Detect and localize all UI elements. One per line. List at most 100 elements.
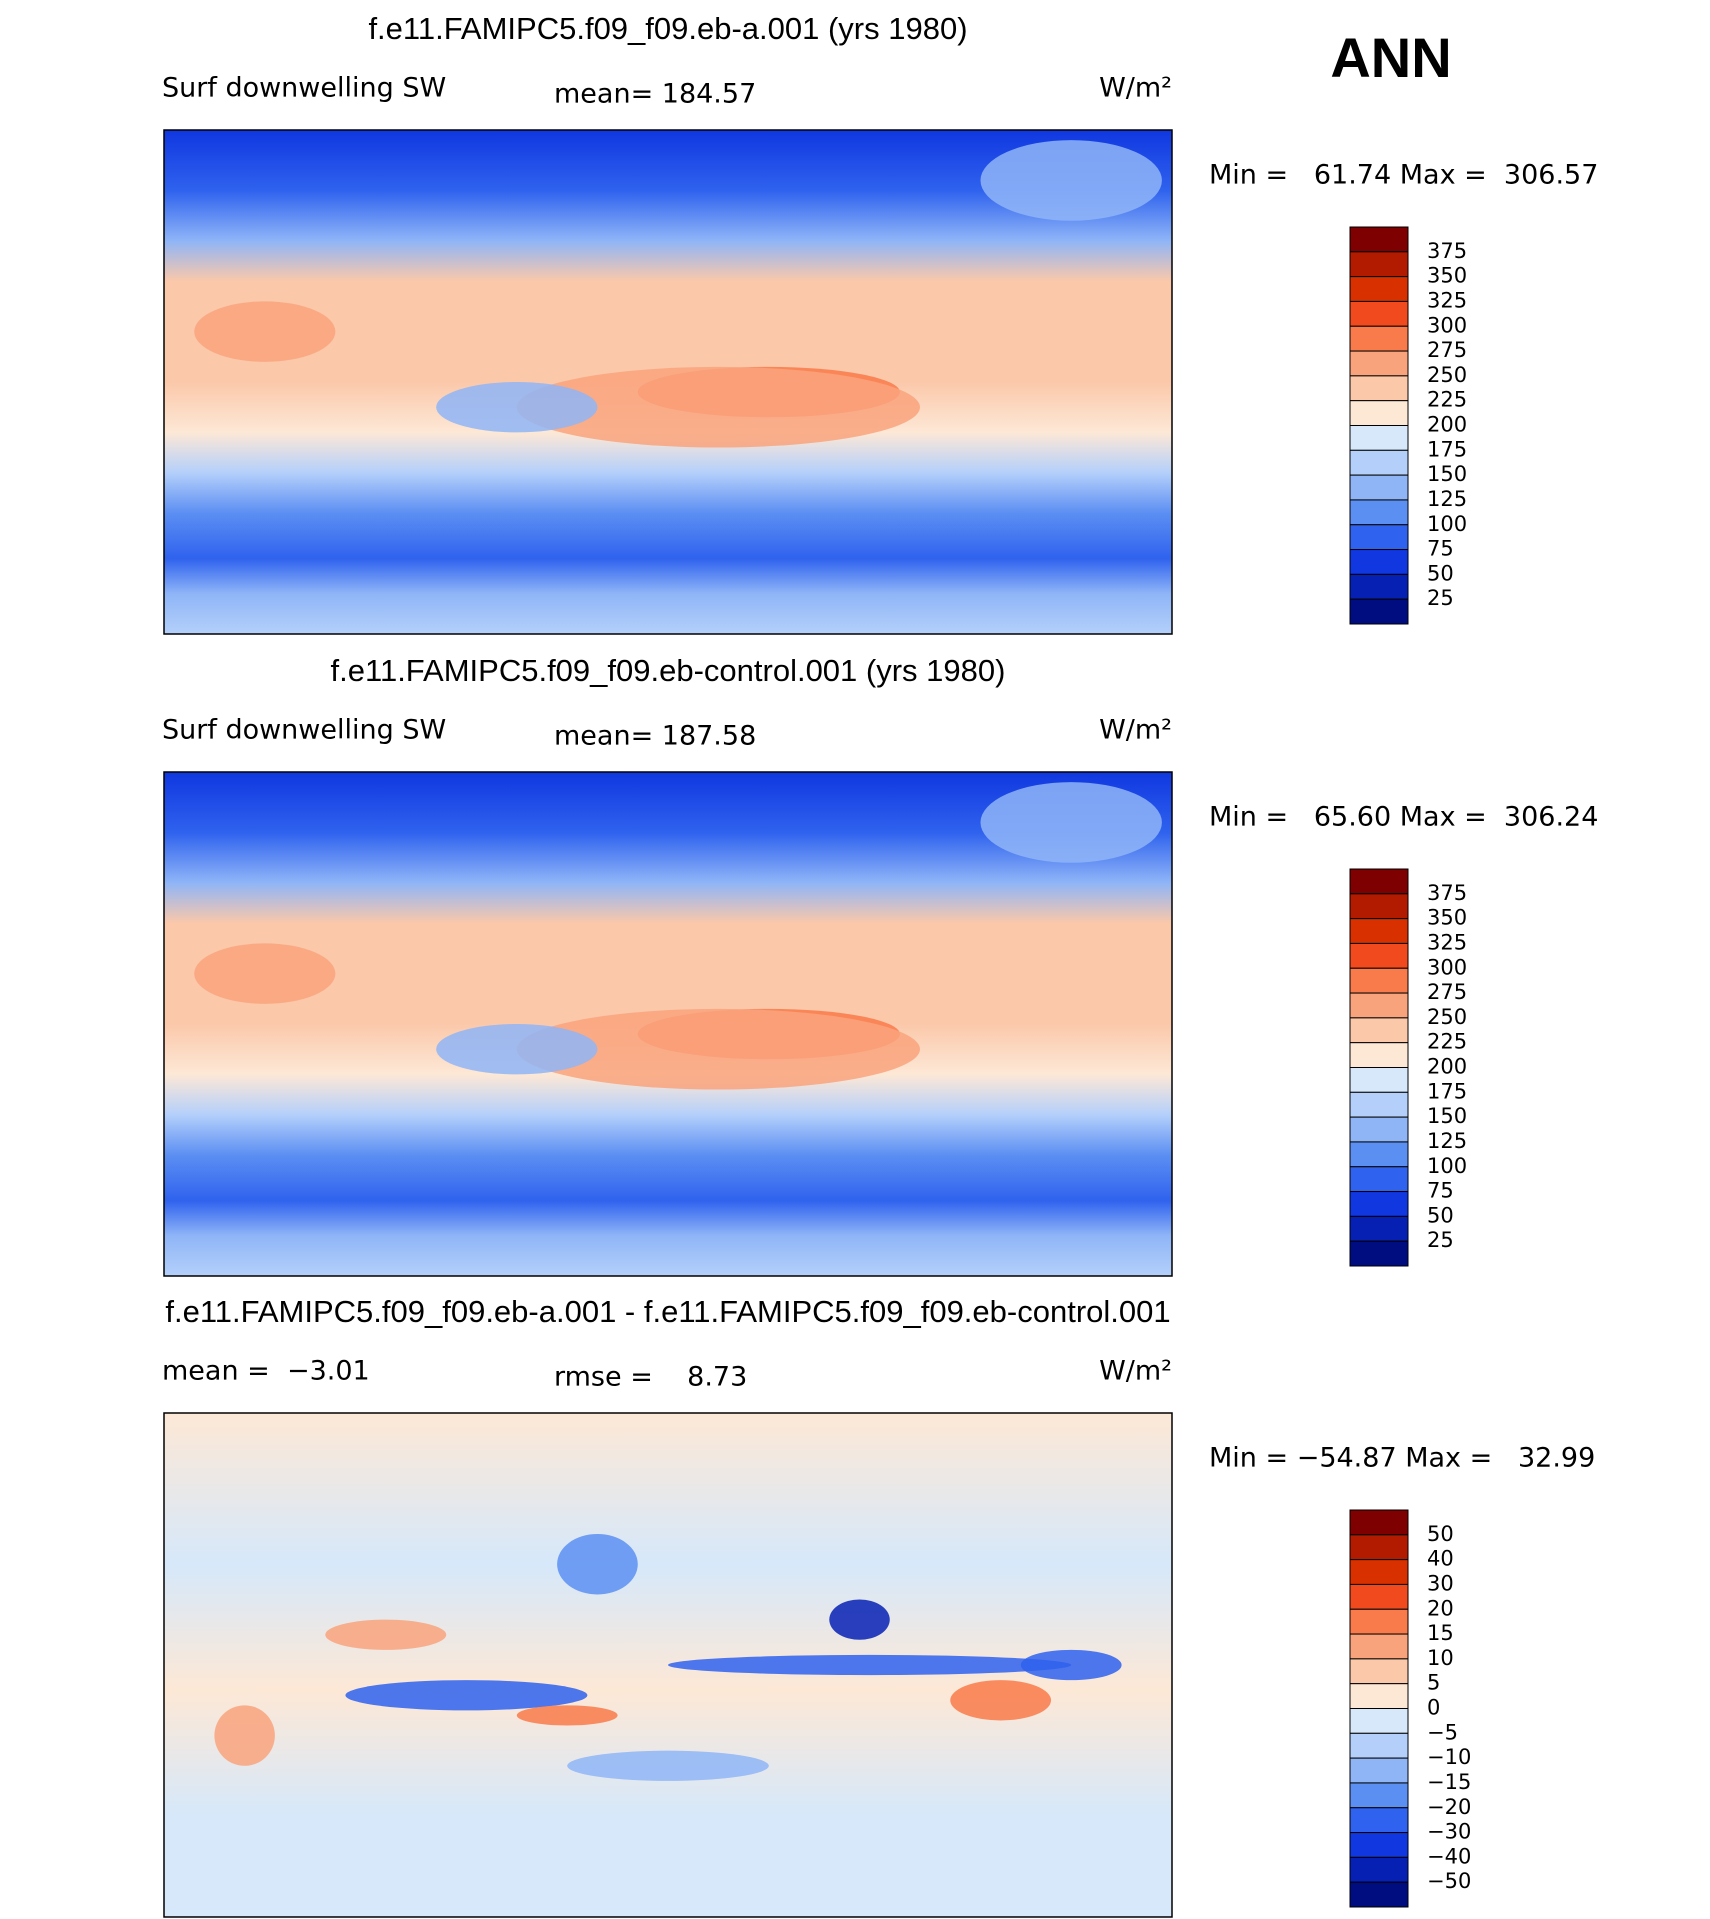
colorbar-box	[1349, 967, 1409, 994]
colorbar-label: 125	[1427, 487, 1467, 511]
colorbar-box	[1349, 276, 1409, 302]
map-blob	[980, 140, 1162, 221]
map-blob	[920, 938, 1021, 1009]
colorbar-box	[1349, 350, 1409, 377]
colorbar-box	[1349, 942, 1409, 969]
map-blob	[436, 382, 598, 433]
map-blob	[829, 1599, 890, 1640]
colorbar-label: 50	[1427, 1203, 1454, 1227]
colorbar-box	[1349, 1633, 1409, 1660]
season-label: ANN	[1330, 26, 1451, 89]
map-blob	[194, 943, 336, 1004]
colorbar-label: 375	[1427, 881, 1467, 905]
colorbar-box	[1349, 1067, 1409, 1093]
min-max-label: Min = 61.74 Max = 306.57	[1209, 160, 1598, 191]
colorbar-label: 300	[1427, 313, 1467, 337]
colorbar-label: 75	[1427, 537, 1454, 561]
colorbar-label: 175	[1427, 437, 1467, 461]
colorbar-box	[1349, 1832, 1409, 1858]
map	[163, 771, 1173, 1277]
colorbar-box	[1349, 1559, 1409, 1585]
colorbar-label: 275	[1427, 338, 1467, 362]
map-blob	[567, 1750, 769, 1781]
colorbar-box	[1349, 425, 1409, 451]
colorbar-label: 40	[1427, 1547, 1454, 1571]
colorbar-box	[1349, 1881, 1409, 1908]
units-label: W/m²	[1099, 73, 1172, 104]
colorbar-box	[1349, 1191, 1409, 1217]
map-frame	[163, 771, 1173, 1277]
map-blob	[194, 301, 336, 362]
colorbar-label: 25	[1427, 1228, 1454, 1252]
colorbar-box	[1349, 449, 1409, 476]
map-frame	[163, 129, 1173, 635]
colorbar-label: −50	[1427, 1869, 1471, 1893]
colorbar-label: 250	[1427, 363, 1467, 387]
colorbar-box	[1349, 1807, 1409, 1834]
colorbar-label: 125	[1427, 1129, 1467, 1153]
map-blob	[516, 1705, 618, 1726]
map-blob	[1020, 1649, 1122, 1681]
left-label: Surf downwelling SW	[162, 73, 446, 104]
colorbar-box	[1349, 1856, 1409, 1883]
colorbar-label: −10	[1427, 1745, 1471, 1769]
colorbar-box	[1349, 893, 1409, 920]
colorbar-label: 200	[1427, 413, 1467, 437]
colorbar-box	[1349, 1708, 1409, 1734]
panel-title: f.e11.FAMIPC5.f09_f09.eb-a.001 - f.e11.F…	[165, 1294, 1170, 1329]
colorbar-box	[1349, 1166, 1409, 1193]
colorbar-box	[1349, 1782, 1409, 1809]
colorbar-label: 200	[1427, 1055, 1467, 1079]
center-label: mean= 184.57	[554, 79, 756, 110]
colorbar-box	[1349, 1091, 1409, 1118]
left-label: mean = −3.01	[162, 1356, 370, 1387]
panel-title: f.e11.FAMIPC5.f09_f09.eb-a.001 (yrs 1980…	[368, 11, 967, 46]
map-blob	[516, 366, 921, 448]
colorbar-label: 50	[1427, 561, 1454, 585]
colorbar-label: 300	[1427, 955, 1467, 979]
colorbar-label: 250	[1427, 1005, 1467, 1029]
colorbar-box	[1349, 1683, 1409, 1709]
colorbar-box	[1349, 1534, 1409, 1561]
colorbar-label: 20	[1427, 1596, 1454, 1620]
colorbar-box	[1349, 1509, 1409, 1536]
colorbar-label: 175	[1427, 1079, 1467, 1103]
colorbar-label: 75	[1427, 1179, 1454, 1203]
colorbar-box	[1349, 549, 1409, 575]
map-blob	[436, 1023, 598, 1075]
map-blob	[516, 1008, 921, 1090]
colorbar-label: 150	[1427, 1104, 1467, 1128]
colorbar-label: 225	[1427, 1030, 1467, 1054]
colorbar-box	[1349, 598, 1409, 625]
colorbar-box	[1349, 1116, 1409, 1143]
colorbar-label: 225	[1427, 388, 1467, 412]
colorbar-box	[1349, 375, 1409, 402]
colorbar-box	[1349, 400, 1409, 426]
colorbar-label: 5	[1427, 1671, 1440, 1695]
colorbar-box	[1349, 300, 1409, 327]
colorbar-label: 350	[1427, 906, 1467, 930]
colorbar-box	[1349, 868, 1409, 895]
colorbar-label: −20	[1427, 1795, 1471, 1819]
colorbar-label: 325	[1427, 288, 1467, 312]
min-max-label: Min = 65.60 Max = 306.24	[1209, 802, 1598, 833]
colorbar-box	[1349, 524, 1409, 551]
colorbar-box	[1349, 1608, 1409, 1635]
map-blob	[920, 296, 1021, 367]
map	[163, 129, 1173, 635]
min-max-label: Min = −54.87 Max = 32.99	[1209, 1443, 1595, 1474]
colorbar-box	[1349, 1141, 1409, 1168]
colorbar-label: 100	[1427, 512, 1467, 536]
colorbar-label: 325	[1427, 930, 1467, 954]
colorbar-box	[1349, 573, 1409, 600]
colorbar-label: 25	[1427, 586, 1454, 610]
colorbar-box	[1349, 474, 1409, 501]
colorbar-box	[1349, 325, 1409, 352]
map-blob	[668, 1654, 1072, 1676]
map-frame	[163, 1412, 1173, 1918]
colorbar-label: 150	[1427, 462, 1467, 486]
colorbar-label: 15	[1427, 1621, 1454, 1645]
colorbar-box	[1349, 1017, 1409, 1044]
colorbar-box	[1349, 1757, 1409, 1784]
